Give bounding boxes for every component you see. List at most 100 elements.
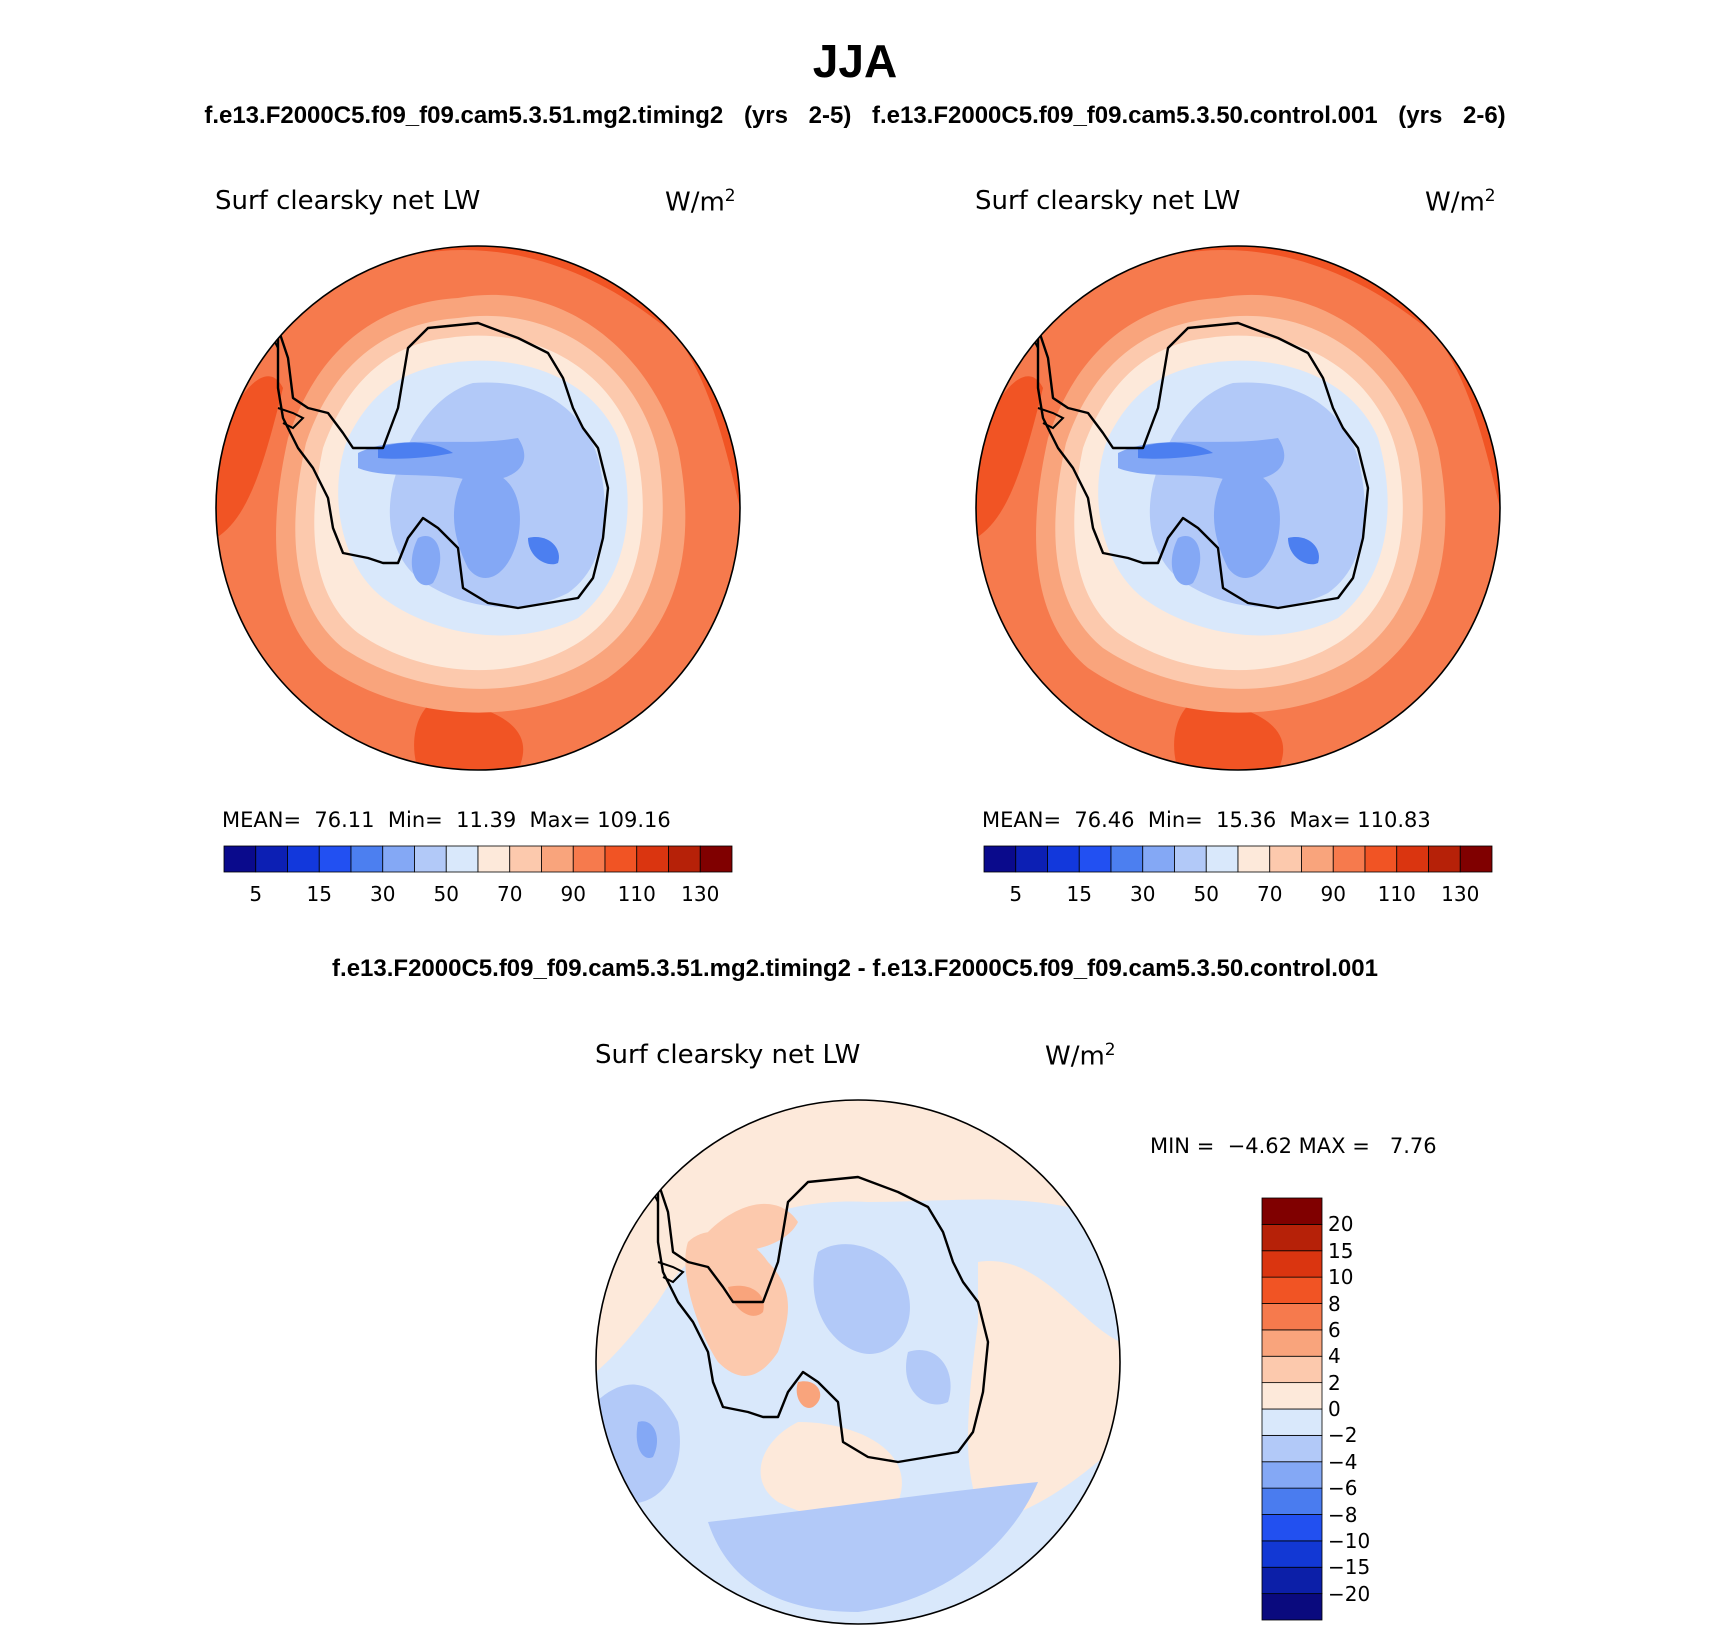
right-colorbar-box	[1428, 845, 1461, 873]
left-stats: MEAN= 76.11 Min= 11.39 Max= 109.16	[222, 808, 671, 832]
left-colorbar-box	[318, 845, 352, 873]
diff-colorbar-box	[1261, 1487, 1323, 1515]
diff-colorbar-box	[1261, 1223, 1323, 1252]
right-colorbar-box	[1459, 845, 1493, 873]
diff-colorbar-box	[1261, 1408, 1323, 1436]
left-map-border	[215, 245, 741, 771]
left-colorbar-box	[223, 845, 257, 873]
left-colorbar-box	[382, 845, 415, 873]
diff-map	[596, 1100, 1120, 1624]
left-colorbar-box	[477, 845, 511, 873]
diff-units-exp: 2	[1104, 1040, 1116, 1060]
diff-colorbar-tick-label: 0	[1328, 1397, 1341, 1421]
right-colorbar-tick-label: 90	[1320, 882, 1346, 906]
right-colorbar-box	[1110, 845, 1144, 873]
left-colorbar-box	[350, 845, 384, 873]
diff-colorbar-tick-label: −15	[1328, 1555, 1371, 1580]
diff-plot-title: Surf clearsky net LW	[595, 1040, 861, 1070]
left-colorbar-tick-label: 70	[497, 882, 523, 906]
right-colorbar-tick-label: 15	[1066, 882, 1092, 906]
left-map	[216, 246, 740, 770]
diff-stats: MIN = −4.62 MAX = 7.76	[1150, 1134, 1437, 1158]
left-colorbar-tick-label: 5	[249, 882, 263, 906]
right-colorbar-tick-label: 30	[1130, 882, 1156, 906]
diff-colorbar-tick-label: 20	[1328, 1212, 1354, 1237]
left-colorbar-tick-label: 90	[560, 882, 586, 906]
right-plot-title: Surf clearsky net LW	[975, 186, 1241, 216]
diff-colorbar-tick-label: 4	[1328, 1344, 1341, 1369]
right-colorbar-box	[1174, 845, 1207, 873]
left-colorbar-tick-label: 110	[617, 882, 656, 906]
left-colorbar-box	[414, 845, 447, 873]
right-colorbar-box	[1396, 845, 1429, 873]
diff-colorbar-box	[1261, 1250, 1323, 1278]
left-units-exp: 2	[724, 186, 736, 206]
right-units: W/m2	[1425, 186, 1496, 218]
diff-colorbar-box	[1261, 1566, 1323, 1595]
left-colorbar-tick-label: 50	[433, 882, 459, 906]
diff-colorbar-box	[1261, 1540, 1323, 1568]
diff-colorbar-tick-label: 2	[1328, 1370, 1341, 1395]
right-colorbar-box	[1269, 845, 1302, 873]
diff-colorbar-tick-label: 6	[1328, 1317, 1341, 1342]
right-colorbar-tick-label: 110	[1377, 882, 1416, 906]
left-colorbar-tick-label: 30	[370, 882, 396, 906]
left-colorbar-box	[541, 845, 574, 873]
right-colorbar-box	[1078, 845, 1112, 873]
left-colorbar-tick-label: 15	[306, 882, 332, 906]
diff-colorbar-box	[1261, 1355, 1323, 1384]
right-units-base: W/m	[1425, 187, 1485, 218]
right-units-exp: 2	[1484, 186, 1496, 206]
diff-colorbar-tick-label: −8	[1328, 1502, 1358, 1527]
right-colorbar-box	[1142, 845, 1175, 873]
left-colorbar-box	[699, 845, 733, 873]
season-title: JJA	[812, 35, 898, 87]
diff-colorbar-tick-label: 10	[1328, 1265, 1354, 1290]
left-colorbar-box	[572, 845, 606, 873]
diff-colorbar-tick-label: −2	[1328, 1423, 1358, 1448]
left-plot-title: Surf clearsky net LW	[215, 186, 481, 216]
right-colorbar-box	[1237, 845, 1271, 873]
left-colorbar-box	[445, 845, 479, 873]
diff-colorbar-box	[1261, 1434, 1323, 1463]
right-colorbar-box	[1301, 845, 1334, 873]
diff-colorbar-box	[1261, 1461, 1323, 1489]
right-colorbar-box	[1205, 845, 1239, 873]
diff-colorbar-box	[1261, 1514, 1323, 1542]
right-colorbar-tick-label: 70	[1257, 882, 1283, 906]
cases-title: f.e13.F2000C5.f09_f09.cam5.3.51.mg2.timi…	[204, 102, 1506, 129]
left-units-base: W/m	[665, 187, 725, 218]
diff-colorbar-box	[1261, 1276, 1323, 1304]
left-colorbar-box	[636, 845, 669, 873]
diff-colorbar-box	[1261, 1329, 1323, 1357]
diff-colorbar	[1261, 1197, 1323, 1621]
left-colorbar-tick-label: 130	[681, 882, 720, 906]
right-stats: MEAN= 76.46 Min= 15.36 Max= 110.83	[982, 808, 1431, 832]
diff-colorbar-tick-label: −6	[1328, 1476, 1358, 1501]
left-units: W/m2	[665, 186, 736, 218]
diff-map-border	[595, 1099, 1121, 1625]
right-colorbar-tick-label: 5	[1009, 882, 1023, 906]
diff-colorbar-box	[1261, 1593, 1323, 1621]
left-colorbar-box	[509, 845, 542, 873]
diff-colorbar-box	[1261, 1197, 1323, 1225]
right-colorbar-box	[1332, 845, 1366, 873]
diff-colorbar-box	[1261, 1382, 1323, 1410]
right-colorbar-box	[1047, 845, 1080, 873]
right-colorbar	[983, 845, 1493, 873]
diff-colorbar-tick-label: −10	[1328, 1528, 1371, 1553]
left-colorbar-box	[287, 845, 320, 873]
right-colorbar-tick-label: 130	[1441, 882, 1480, 906]
left-colorbar-box	[255, 845, 288, 873]
diff-units: W/m2	[1045, 1040, 1116, 1072]
left-colorbar-box	[668, 845, 701, 873]
right-map-border	[975, 245, 1501, 771]
diff-colorbar-tick-label: −20	[1328, 1581, 1371, 1606]
right-colorbar-box	[983, 845, 1017, 873]
right-colorbar-tick-label: 50	[1193, 882, 1219, 906]
left-colorbar	[223, 845, 733, 873]
diff-units-base: W/m	[1045, 1041, 1105, 1072]
right-colorbar-box	[1015, 845, 1048, 873]
right-map	[976, 246, 1500, 770]
